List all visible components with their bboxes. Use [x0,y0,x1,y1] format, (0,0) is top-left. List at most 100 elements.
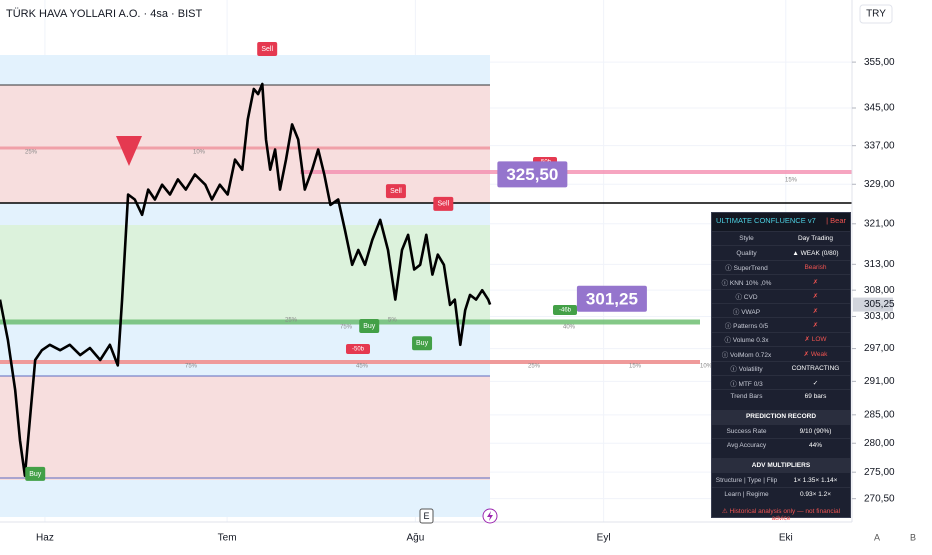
row-value: ▲ WEAK (0/80) [792,249,839,257]
signal-label: Sell [390,188,402,195]
row-value: 44% [808,442,822,450]
panel-row: ⓘ MTF 0/3 ✓ [712,374,850,389]
price-label-box [497,161,568,188]
row-value: CONTRACTING [791,364,840,372]
y-tick-label: 355,00 [864,57,895,68]
panel-footer: ⚠ Historical analysis only — not financi… [721,508,841,523]
row-label: Quality [736,249,757,257]
y-tick-label: 321,00 [864,218,895,229]
tag [346,344,370,354]
currency-box[interactable] [859,4,893,24]
zone-label: 25% [528,364,541,370]
row-label: ⓘ Volatility [730,366,763,374]
row-value: ✗ [812,278,819,286]
row-value: 1× 1.35× 1.14× [793,476,838,484]
panel-row: ⓘ KNN 10% ,0% ✗ [712,274,850,288]
row-label: ⓘ SuperTrend [725,265,768,273]
zone-label: 25% [285,318,298,324]
row-label: Style [739,235,754,243]
panel-row: ⓘ Volume 0.3x ✗ LOW [712,331,850,346]
x-tick-label: Eki [779,533,793,544]
zone-label: 15% [785,178,798,184]
row-label: Learn | Regime [724,491,769,499]
row-value: ✗ Weak [803,350,828,358]
panel-row: ⓘ VWAP ✗ [712,302,850,317]
panel-row: Learn | Regime 0.93× 1.2× [712,486,850,501]
zone-label: 15% [629,364,642,370]
signal-triangle [116,136,142,166]
zone [0,376,490,480]
section-title: PREDICTION RECORD [712,409,850,424]
y-tick-label: 280,00 [864,438,895,449]
row-value: ✗ LOW [804,336,827,344]
tag-label: -50b [352,347,365,353]
signal-label: Buy [29,471,42,478]
zone-label: 10% [700,364,713,370]
zone [0,225,490,320]
signal-label: Buy [363,323,376,330]
panel-row: Trend Bars 69 bars [712,389,850,403]
y-tick-label: 291,00 [864,376,895,387]
last-price-label: 305,25 [864,299,895,310]
panel-row: Quality ▲ WEAK (0/80) [712,245,850,259]
panel-row: Structure | Type | Flip 1× 1.35× 1.14× [712,472,850,486]
row-label: ⓘ KNN 10% ,0% [721,279,772,287]
zone-label: 40% [563,325,576,331]
row-value: ✗ [812,293,819,301]
scale-button[interactable]: A [874,532,880,542]
zone-label: 75% [185,364,198,370]
price-label: 301,25 [586,289,638,308]
price-label-box [576,285,647,312]
price-line [0,82,492,477]
row-value: Day Trading [797,235,834,243]
row-label: ⓘ Volume 0.3x [724,337,769,345]
row-label: Trend Bars [730,393,763,401]
signal [257,42,278,57]
row-label: Avg Accuracy [726,442,767,450]
price-label: 325,50 [506,165,558,184]
chart-title: TÜRK HAVA YOLLARI A.O. · 4sa · BIST [6,8,203,20]
signal [433,196,454,211]
panel-badge: | Bear [826,216,846,225]
signal-label: Sell [437,201,449,208]
row-value: 69 bars [804,393,827,401]
row-label: Structure | Type | Flip [715,476,778,484]
y-tick-label: 345,00 [864,103,895,114]
y-tick-label: 337,00 [864,140,895,151]
y-tick-label: 313,00 [864,259,895,270]
row-value: ✓ [812,379,819,387]
signal-label: Buy [416,340,429,347]
tag [553,305,577,315]
y-tick-label: 303,00 [864,311,895,322]
y-tick-label: 275,00 [864,467,895,478]
indicator-panel: ULTIMATE CONFLUENCE v7 | Bear Style Day Tra… [711,212,851,522]
section-title: ADV MULTIPLIERS [712,458,850,473]
currency[interactable]: TRY [866,9,886,20]
panel-row: ⓘ CVD ✗ [712,288,850,303]
event-label[interactable]: E [423,511,429,521]
y-tick-label: 308,00 [864,285,895,296]
row-label: ⓘ VWAP [732,308,761,316]
x-tick-label: Ağu [406,533,424,544]
signal [385,184,406,199]
panel-row: Success Rate 9/10 (90%) [712,423,850,438]
scale-button[interactable]: B [910,532,916,542]
zone-label: 10% [193,150,206,156]
zone-label: 75% [340,325,353,331]
panel-row: ⓘ SuperTrend Bearish [712,259,850,274]
panel-row: Avg Accuracy 44% [712,438,850,452]
lightning-icon[interactable] [487,511,493,521]
row-label: ⓘ CVD [735,294,758,302]
y-tick-label: 297,00 [864,343,895,354]
event-box[interactable] [419,508,434,524]
x-tick-label: Tem [218,533,237,544]
row-label: Success Rate [726,427,767,435]
x-tick-label: Haz [36,533,54,544]
row-label: ⓘ Patterns 0/5 [724,323,769,331]
panel-row: Style Day Trading [712,231,850,245]
panel-title: ULTIMATE CONFLUENCE v7 [716,216,816,225]
last-price-tag [853,297,893,312]
panel-row: ⓘ Patterns 0/5 ✗ [712,317,850,331]
